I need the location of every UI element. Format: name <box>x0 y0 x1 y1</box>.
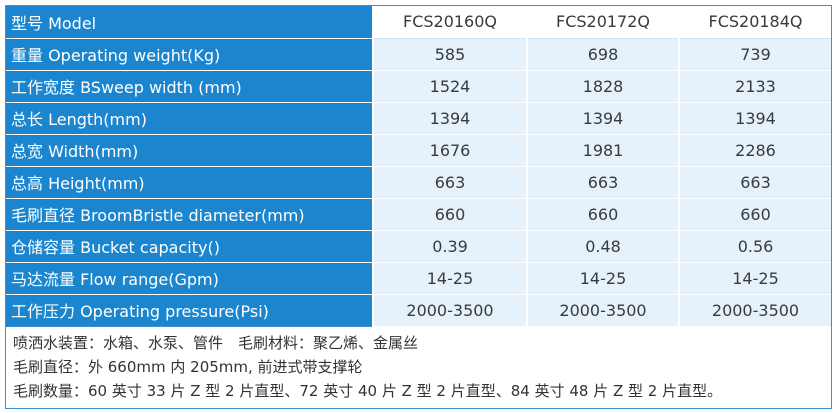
spec-value: 14-25 <box>372 262 527 295</box>
spec-value: 14-25 <box>678 262 831 295</box>
spec-value: 663 <box>526 166 679 199</box>
spec-value: 663 <box>678 166 831 199</box>
spec-row: 总宽 Width(mm) 1676 1981 2286 <box>6 134 831 167</box>
spec-label: 重量 Operating weight(Kg) <box>6 38 374 71</box>
spec-value: 0.39 <box>372 230 527 263</box>
notes-section: 喷洒水装置：水箱、水泵、管件 毛刷材料：聚乙烯、金属丝 毛刷直径：外 660mm… <box>6 327 831 403</box>
spec-value: 1394 <box>372 102 527 135</box>
spec-value: 14-25 <box>526 262 679 295</box>
spec-row: 马达流量 Flow range(Gpm) 14-25 14-25 14-25 <box>6 262 831 295</box>
spec-value: 1981 <box>526 134 679 167</box>
spec-row: 工作压力 Operating pressure(Psi) 2000-3500 2… <box>6 294 831 327</box>
spec-value: 1676 <box>372 134 527 167</box>
note-line: 喷洒水装置：水箱、水泵、管件 毛刷材料：聚乙烯、金属丝 <box>13 333 419 352</box>
note-line: 毛刷数量：60 英寸 33 片 Z 型 2 片直型、72 英寸 40 片 Z 型… <box>13 381 723 400</box>
spec-value: 2286 <box>678 134 831 167</box>
spec-value: 1394 <box>678 102 831 135</box>
spec-row: 重量 Operating weight(Kg) 585 698 739 <box>6 38 831 71</box>
spec-value: 1394 <box>526 102 679 135</box>
spec-value: 663 <box>372 166 527 199</box>
spec-value: 660 <box>526 198 679 231</box>
spec-value: 660 <box>678 198 831 231</box>
spec-value: 0.48 <box>526 230 679 263</box>
spec-value: 660 <box>372 198 527 231</box>
spec-value: 2133 <box>678 70 831 103</box>
spec-row: 工作宽度 BSweep width (mm) 1524 1828 2133 <box>6 70 831 103</box>
spec-value: 2000-3500 <box>678 294 831 327</box>
spec-value: 739 <box>678 38 831 71</box>
spec-label: 仓储容量 Bucket capacity() <box>6 230 374 263</box>
spec-row: 总长 Length(mm) 1394 1394 1394 <box>6 102 831 135</box>
spec-table: 型号 Model FCS20160Q FCS20172Q FCS20184Q 重… <box>6 6 831 327</box>
spec-value: 585 <box>372 38 527 71</box>
model-name: FCS20160Q <box>372 6 527 39</box>
spec-value: 1524 <box>372 70 527 103</box>
spec-row: 总高 Height(mm) 663 663 663 <box>6 166 831 199</box>
spec-label: 毛刷直径 BroomBristle diameter(mm) <box>6 198 374 231</box>
note-line: 毛刷直径：外 660mm 内 205mm, 前进式带支撑轮 <box>13 357 363 376</box>
spec-label: 工作压力 Operating pressure(Psi) <box>6 294 374 327</box>
model-name: FCS20172Q <box>526 6 679 39</box>
spec-label: 总宽 Width(mm) <box>6 134 374 167</box>
spec-value: 2000-3500 <box>372 294 527 327</box>
spec-label: 总高 Height(mm) <box>6 166 374 199</box>
model-header-row: 型号 Model FCS20160Q FCS20172Q FCS20184Q <box>6 6 831 39</box>
spec-row: 仓储容量 Bucket capacity() 0.39 0.48 0.56 <box>6 230 831 263</box>
model-header-label: 型号 Model <box>6 6 374 39</box>
model-name: FCS20184Q <box>678 6 831 39</box>
spec-label: 马达流量 Flow range(Gpm) <box>6 262 374 295</box>
spec-sheet: 型号 Model FCS20160Q FCS20172Q FCS20184Q 重… <box>5 5 832 409</box>
spec-value: 698 <box>526 38 679 71</box>
spec-row: 毛刷直径 BroomBristle diameter(mm) 660 660 6… <box>6 198 831 231</box>
spec-value: 2000-3500 <box>526 294 679 327</box>
spec-value: 1828 <box>526 70 679 103</box>
spec-value: 0.56 <box>678 230 831 263</box>
spec-label: 总长 Length(mm) <box>6 102 374 135</box>
spec-label: 工作宽度 BSweep width (mm) <box>6 70 374 103</box>
